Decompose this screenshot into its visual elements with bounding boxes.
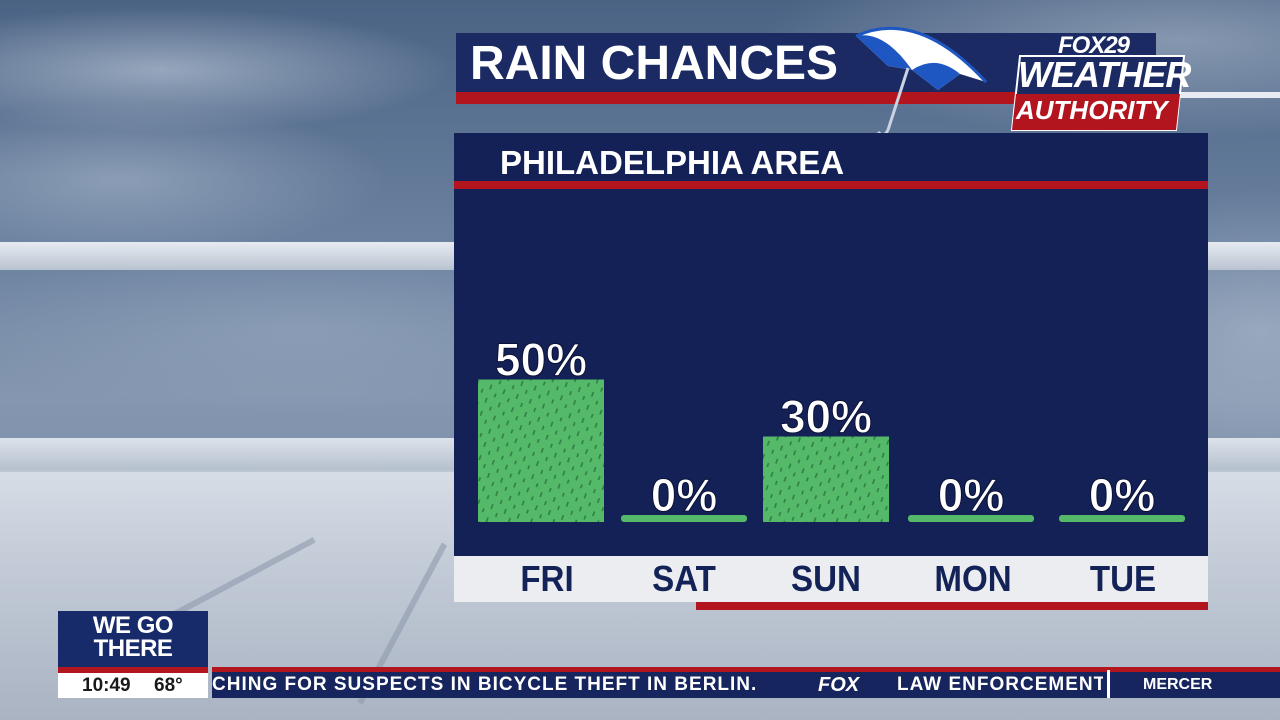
- ticker-red-rule: [212, 667, 1280, 672]
- logo-weather-text: WEATHER: [1018, 54, 1191, 95]
- title-white-rule: [1180, 92, 1280, 98]
- logo-authority-text: AUTHORITY: [1016, 95, 1168, 125]
- day-strip: [454, 556, 1208, 602]
- value-label-fri: 50%: [495, 334, 587, 386]
- day-label-mon: MON: [934, 558, 1012, 599]
- value-label-sun: 30%: [780, 391, 872, 443]
- day-label-fri: FRI: [520, 558, 574, 599]
- day-strip-red-rule: [696, 602, 1208, 610]
- day-label-tue: TUE: [1089, 558, 1157, 599]
- logo-fox29-text: FOX29: [1058, 32, 1130, 59]
- bar-fri: [478, 379, 604, 522]
- value-label-mon: 0%: [938, 469, 1004, 521]
- ticker-divider: [1107, 670, 1110, 698]
- brand-text: WE GO THERE: [60, 612, 206, 662]
- bar-mon: [908, 515, 1034, 522]
- ticker-location: MERCER: [1143, 676, 1213, 693]
- time-box: [58, 673, 208, 698]
- chart-subtitle: PHILADELPHIA AREA: [500, 144, 845, 181]
- bar-chart: 50% 0% 30% 0% 0%: [478, 333, 1185, 522]
- brand-line-1: WE GO: [92, 612, 174, 639]
- bar-tue: [1059, 515, 1185, 522]
- brand-line-2: THERE: [93, 635, 173, 662]
- ticker-headline: CHING FOR SUSPECTS IN BICYCLE THEFT IN B…: [212, 674, 758, 695]
- brand-red-rule: [58, 667, 208, 673]
- umbrella-icon: [855, 26, 988, 137]
- ticker-headline-2: LAW ENFORCEMENT: [897, 674, 1103, 695]
- fox29-weather-authority-logo: [1010, 55, 1186, 131]
- page-title: RAIN CHANCES: [470, 37, 839, 90]
- news-ticker: [212, 672, 1280, 698]
- subtitle-red-rule: [454, 181, 1208, 189]
- ticker-fox-logo: FOX: [818, 674, 860, 696]
- value-label-tue: 0%: [1089, 469, 1155, 521]
- day-label-sat: SAT: [652, 558, 716, 599]
- bar-sun: [763, 436, 889, 522]
- day-label-sun: SUN: [791, 558, 861, 599]
- brand-box: [58, 611, 208, 669]
- current-temperature: 68°: [154, 675, 183, 696]
- clock-time: 10:49: [82, 675, 131, 696]
- title-red-rule: [456, 92, 1016, 104]
- value-label-sat: 0%: [651, 469, 717, 521]
- bar-sat: [621, 515, 747, 522]
